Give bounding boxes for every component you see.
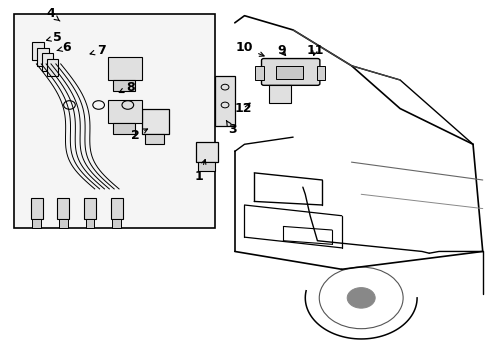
Bar <box>113 80 135 91</box>
Bar <box>198 162 214 171</box>
Text: 7: 7 <box>90 44 105 57</box>
Bar <box>85 219 94 228</box>
Bar <box>41 53 53 71</box>
Bar <box>215 76 234 126</box>
Bar <box>59 219 67 228</box>
Bar <box>32 219 41 228</box>
Bar <box>108 100 142 123</box>
Text: 8: 8 <box>119 81 134 94</box>
Bar <box>196 143 217 162</box>
Bar <box>46 59 58 76</box>
Circle shape <box>346 288 374 308</box>
Bar <box>108 57 142 80</box>
FancyBboxPatch shape <box>261 59 319 85</box>
Bar <box>113 123 135 134</box>
Text: 10: 10 <box>235 41 264 56</box>
Bar <box>142 109 169 134</box>
Bar <box>255 66 264 80</box>
Bar <box>317 66 324 80</box>
Bar <box>268 85 290 103</box>
Bar <box>276 66 302 79</box>
Bar <box>57 198 69 219</box>
Bar <box>144 134 164 144</box>
Text: 4: 4 <box>46 8 60 21</box>
Text: 9: 9 <box>277 44 285 57</box>
Bar <box>84 198 96 219</box>
Text: 2: 2 <box>130 129 147 142</box>
Text: 5: 5 <box>46 31 61 44</box>
Bar <box>112 219 121 228</box>
Bar <box>30 198 42 219</box>
Text: 12: 12 <box>234 102 251 115</box>
Text: 6: 6 <box>57 41 71 54</box>
Bar <box>14 14 215 228</box>
Bar <box>37 48 48 66</box>
Bar <box>111 198 122 219</box>
Bar <box>32 42 43 60</box>
Text: 1: 1 <box>195 159 205 183</box>
Text: 11: 11 <box>305 44 323 57</box>
Text: 3: 3 <box>226 121 236 136</box>
